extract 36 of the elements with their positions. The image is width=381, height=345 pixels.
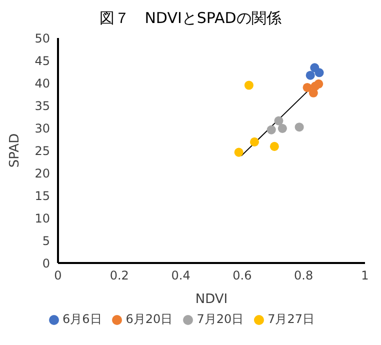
chart-title: 図７ NDVIとSPADの関係 <box>98 8 282 28</box>
y-tick-label: 40 <box>34 76 50 90</box>
y-tick-label: 30 <box>34 121 50 136</box>
legend-label: 7月20日 <box>196 312 244 326</box>
point <box>250 137 259 146</box>
legend-label: 7月27日 <box>268 312 314 326</box>
point <box>302 82 312 92</box>
y-tick-label: 50 <box>34 31 50 46</box>
y-tick-label: 5 <box>42 234 50 248</box>
x-tick-label: 1 <box>361 268 369 283</box>
point <box>244 80 254 90</box>
y-tick-label: 10 <box>34 211 50 226</box>
y-axis-title: SPAD <box>8 133 23 168</box>
legend-label: 6月20日 <box>126 312 173 326</box>
x-tick-label: 0.2 <box>110 268 129 283</box>
y-tick-label: 45 <box>34 54 50 68</box>
x-tick-label: 0.6 <box>232 268 252 283</box>
point <box>310 82 320 91</box>
y-tick-label: 15 <box>34 188 50 203</box>
legend-label: 6月6日 <box>62 312 102 326</box>
point <box>234 148 244 157</box>
point <box>294 122 304 132</box>
point <box>270 142 279 151</box>
x-tick-label: 0 <box>54 268 62 283</box>
x-tick-label: 0.8 <box>294 268 314 283</box>
point <box>306 70 315 80</box>
y-tick-label: 35 <box>34 98 50 113</box>
point <box>274 116 284 126</box>
point <box>278 124 287 133</box>
point <box>266 125 276 134</box>
y-tick-label: 0 <box>42 256 50 270</box>
point <box>314 68 324 78</box>
x-tick-label: 0.4 <box>171 268 190 283</box>
y-tick-label: 20 <box>34 166 50 180</box>
y-tick-label: 25 <box>34 144 50 158</box>
x-axis-title: NDVI <box>195 292 228 307</box>
